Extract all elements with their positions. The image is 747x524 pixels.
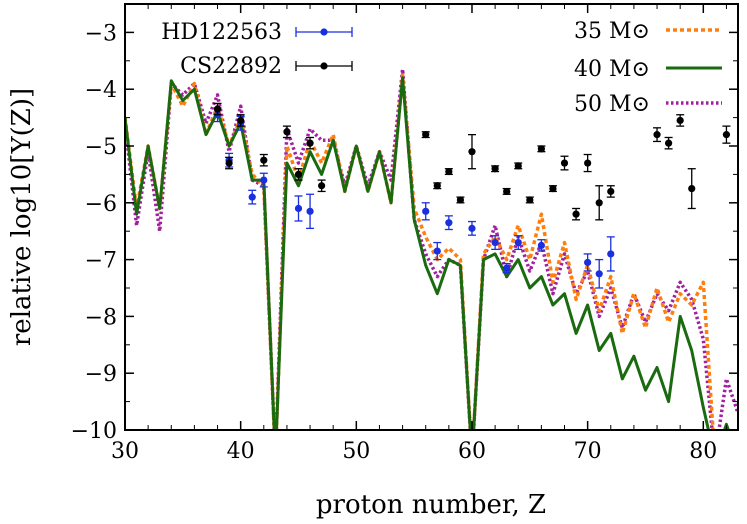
observed-point	[491, 165, 499, 173]
observed-point	[665, 139, 673, 147]
legend-label: 40 M⊙	[574, 57, 650, 82]
observed-point	[549, 185, 557, 193]
legend-label: CS22892	[180, 54, 282, 79]
observed-point	[491, 238, 499, 247]
observed-point	[526, 196, 534, 204]
y-tick-label: −8	[85, 305, 117, 330]
observed-point	[468, 148, 476, 156]
legend-label: 50 M⊙	[574, 92, 650, 117]
observed-point	[283, 128, 291, 136]
observed-point	[503, 264, 511, 272]
observed-point	[306, 139, 314, 147]
x-axis-label: proton number, Z	[316, 490, 546, 520]
observed-point	[722, 131, 731, 139]
x-tick-label: 50	[342, 439, 370, 464]
y-tick-label: −6	[85, 192, 117, 217]
observed-point	[595, 199, 603, 207]
observed-point	[468, 224, 476, 232]
observed-point	[225, 159, 233, 167]
ticks-layer: 30 40 50 60 70 80 −10 −9 −8 −7 −6 −5 −4 −3	[71, 4, 738, 464]
observed-point	[607, 187, 615, 196]
observed-point	[445, 167, 453, 176]
y-tick-label: −10	[71, 419, 117, 444]
observed-point	[456, 196, 465, 204]
legend-label: 35 M⊙	[574, 19, 650, 44]
observed-point	[433, 247, 441, 255]
x-tick-label: 70	[574, 439, 602, 464]
y-axis-label: relative log10[Y(Z)]	[7, 88, 37, 346]
y-tick-label: −9	[85, 362, 117, 387]
plot-frame	[124, 3, 739, 431]
observed-point	[306, 207, 314, 215]
observed-point	[422, 207, 430, 215]
y-tick-label: −3	[85, 21, 117, 46]
y-tick-label: −4	[85, 78, 117, 103]
x-tick-label: 30	[111, 439, 139, 464]
observed-point	[445, 219, 453, 227]
observed-points-layer	[213, 102, 731, 289]
observed-point	[537, 145, 545, 153]
observed-point	[653, 131, 661, 139]
observed-point	[688, 185, 696, 193]
observed-point	[213, 105, 222, 113]
observed-point	[537, 241, 545, 249]
observed-point	[294, 170, 303, 178]
observed-point	[607, 250, 615, 258]
observed-point	[514, 162, 522, 170]
observed-point	[503, 187, 511, 196]
observed-point	[584, 159, 592, 167]
observed-point	[294, 204, 303, 213]
legend-marker	[320, 28, 328, 36]
legend: HD122563 CS22892 50 M⊙ 35 M⊙ 40 M⊙	[161, 19, 722, 117]
observed-point	[584, 258, 592, 267]
x-tick-label: 60	[458, 439, 486, 464]
legend-label: HD122563	[161, 20, 282, 45]
legend-marker	[320, 62, 328, 70]
observed-point	[260, 176, 268, 184]
y-tick-label: −5	[85, 135, 117, 160]
observed-point	[433, 182, 441, 190]
observed-point	[237, 116, 245, 125]
observed-point	[560, 159, 569, 167]
observed-point	[572, 210, 580, 218]
series-layer	[125, 67, 738, 430]
observed-point	[422, 131, 430, 139]
observed-point	[248, 193, 256, 201]
observed-point	[260, 156, 268, 164]
x-tick-label: 40	[227, 439, 255, 464]
observed-point	[676, 116, 684, 125]
x-tick-label: 80	[689, 439, 717, 464]
y-tick-label: −7	[85, 249, 117, 274]
series-line-2	[125, 76, 730, 430]
observed-point	[514, 238, 522, 247]
observed-point	[318, 182, 326, 190]
observed-point	[595, 270, 603, 278]
